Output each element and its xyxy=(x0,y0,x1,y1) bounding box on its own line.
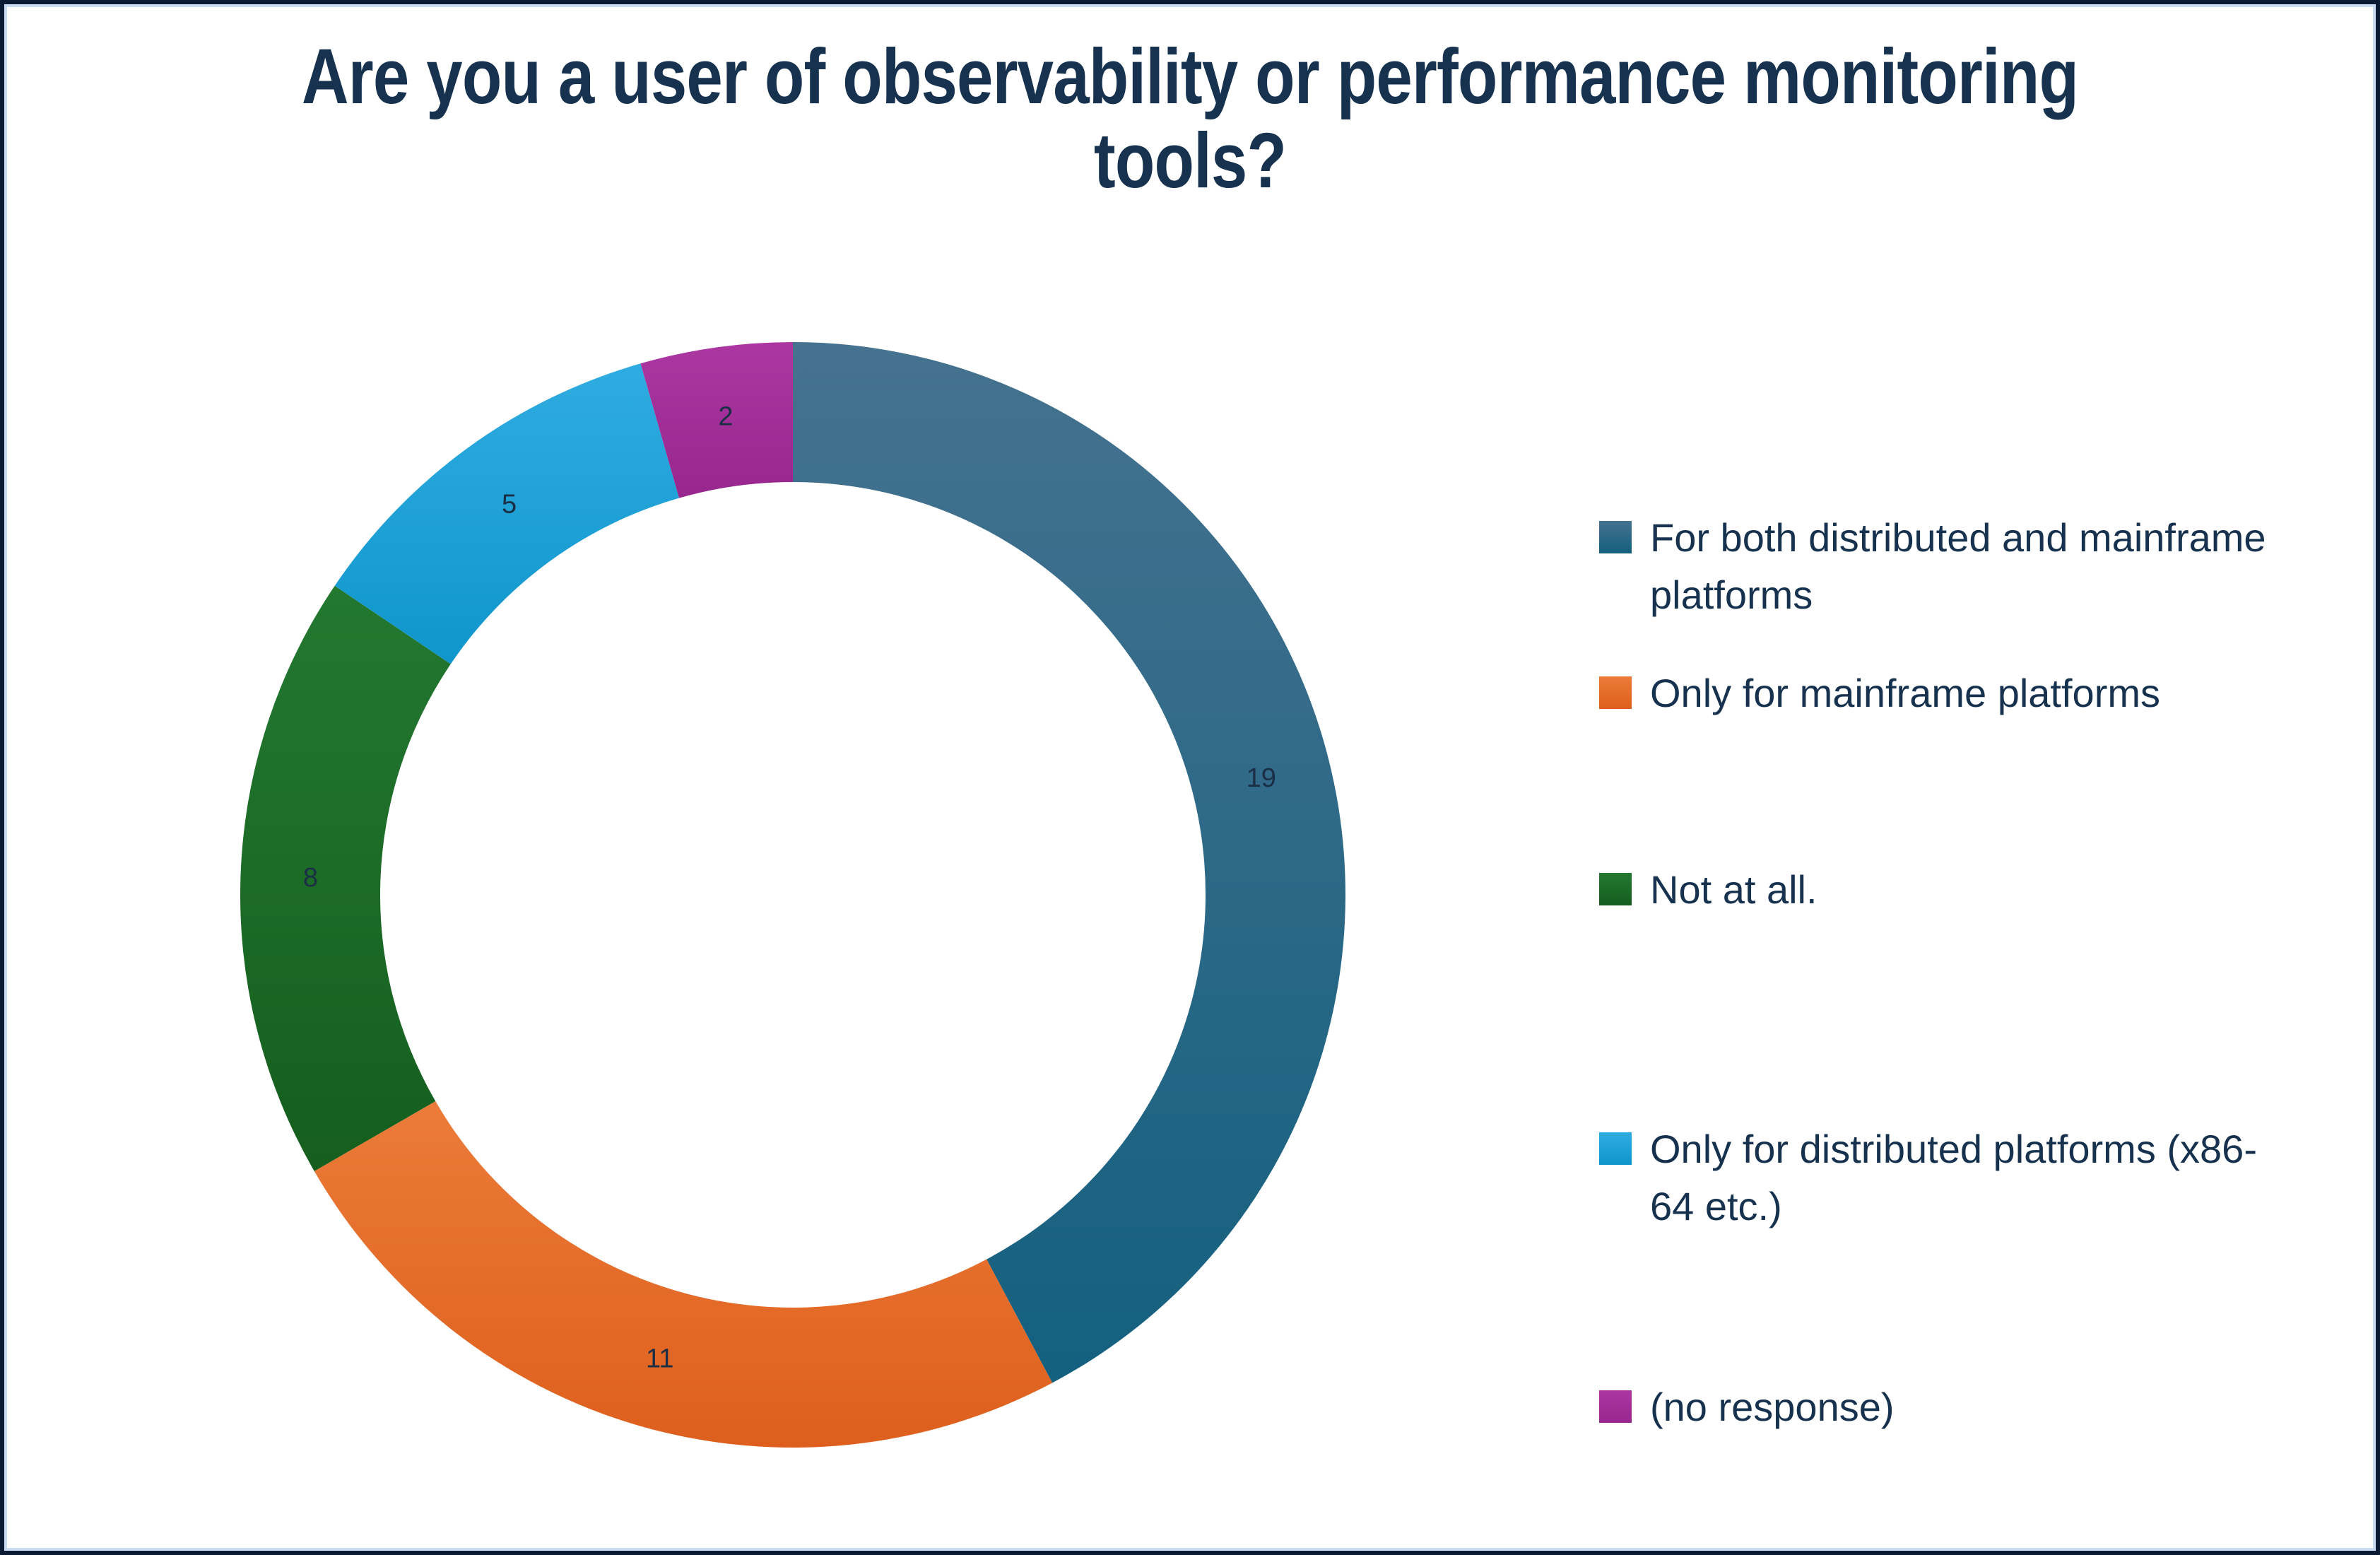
legend-label-3: Only for distributed platforms (x86-64 e… xyxy=(1650,1127,2257,1228)
legend-label-0: For both distributed and mainframe platf… xyxy=(1650,515,2266,617)
legend-item-3[interactable]: Only for distributed platforms (x86-64 e… xyxy=(1599,1120,2272,1235)
legend-item-4[interactable]: (no response) xyxy=(1599,1378,1895,1436)
slice-data-label-1: 11 xyxy=(646,1344,673,1374)
slice-data-label-3: 5 xyxy=(502,489,517,519)
legend-item-1[interactable]: Only for mainframe platforms xyxy=(1599,664,2160,722)
slice-data-label-0: 19 xyxy=(1247,763,1276,793)
slice-data-label-2: 8 xyxy=(303,863,318,893)
legend-label-2: Not at all. xyxy=(1650,867,1818,912)
legend-marker-1 xyxy=(1599,676,1632,709)
legend-marker-4 xyxy=(1599,1390,1632,1423)
donut-slice-0[interactable] xyxy=(793,342,1345,1383)
legend-marker-0 xyxy=(1599,521,1632,553)
legend-marker-3 xyxy=(1599,1132,1632,1165)
chart-title: Are you a user of observability or perfo… xyxy=(190,35,2189,204)
chart-title-line-1: Are you a user of observability or perfo… xyxy=(301,33,2079,120)
legend: For both distributed and mainframe platf… xyxy=(1599,0,2348,1555)
chart-title-line-2: tools? xyxy=(1093,117,1287,204)
legend-item-0[interactable]: For both distributed and mainframe platf… xyxy=(1599,509,2272,623)
donut-slice-4[interactable] xyxy=(640,342,793,498)
slice-data-label-4: 2 xyxy=(718,402,733,432)
donut-slice-1[interactable] xyxy=(314,1101,1053,1448)
legend-label-4: (no response) xyxy=(1650,1385,1895,1429)
legend-marker-2 xyxy=(1599,873,1632,905)
donut-slice-2[interactable] xyxy=(240,585,451,1171)
donut-slice-3[interactable] xyxy=(334,363,680,664)
legend-label-1: Only for mainframe platforms xyxy=(1650,671,2160,715)
legend-item-2[interactable]: Not at all. xyxy=(1599,861,1818,918)
